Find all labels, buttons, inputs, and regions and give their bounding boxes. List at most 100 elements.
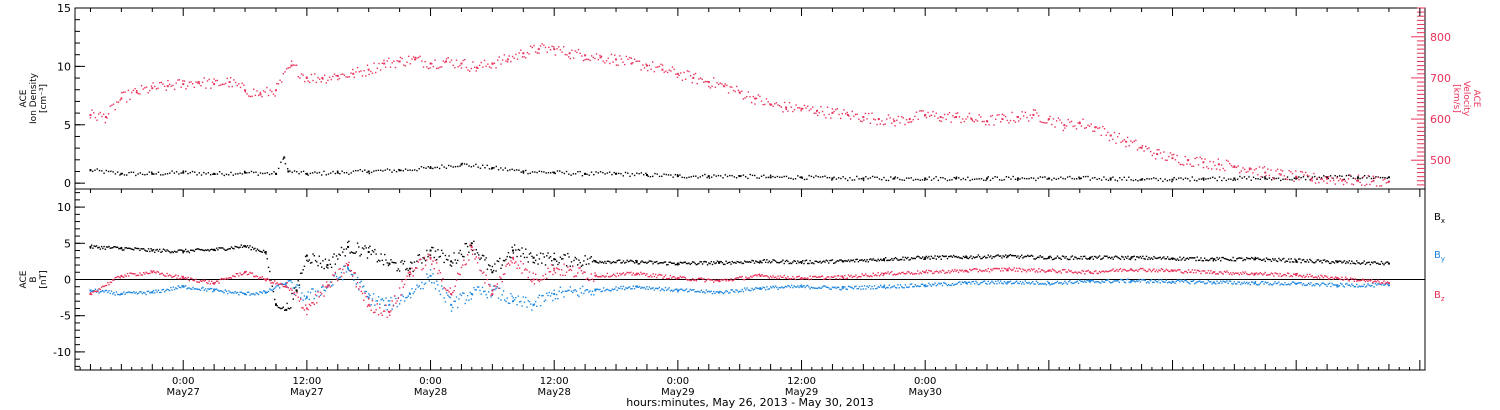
b-component-dot: [664, 286, 667, 289]
density-dot: [901, 179, 903, 181]
b-component-dot: [700, 289, 703, 292]
b-component-dot: [398, 270, 401, 272]
b-component-dot: [688, 290, 690, 293]
b-component-dot: [1365, 285, 1368, 287]
density-dot: [815, 175, 817, 177]
b-component-dot: [823, 260, 825, 262]
b-component-dot: [475, 289, 477, 291]
velocity-dot: [800, 110, 802, 112]
b-component-dot: [1328, 282, 1331, 284]
b-component-dot: [839, 278, 841, 280]
velocity-dot: [1206, 166, 1208, 168]
b-component-dot: [669, 261, 672, 263]
b-component-dot: [750, 289, 752, 292]
b-component-dot: [296, 292, 298, 294]
b-component-dot: [914, 284, 916, 286]
density-dot: [1166, 179, 1169, 182]
b-component-dot: [1139, 267, 1142, 270]
b-component-dot: [422, 257, 424, 259]
velocity-dot: [231, 85, 233, 88]
density-dot: [1119, 177, 1121, 179]
b-component-dot: [633, 288, 636, 290]
density-dot: [155, 173, 157, 175]
b-component-dot: [386, 316, 388, 319]
b-component-dot: [156, 270, 158, 273]
velocity-dot: [365, 75, 367, 77]
velocity-dot: [429, 67, 431, 69]
b-component-dot: [427, 253, 429, 255]
b-component-dot: [1289, 261, 1291, 263]
b-component-dot: [1384, 282, 1386, 285]
b-component-dot: [573, 289, 575, 292]
b-component-dot: [1372, 281, 1374, 284]
density-dot: [1282, 178, 1284, 180]
b-component-dot: [772, 259, 774, 261]
density-dot: [1216, 179, 1218, 182]
b-component-dot: [1027, 282, 1029, 284]
b-component-dot: [699, 291, 701, 293]
b-component-dot: [368, 293, 370, 295]
density-dot: [794, 178, 797, 180]
density-dot: [1275, 177, 1277, 180]
b-component-point: [553, 292, 556, 295]
b-component-dot: [1382, 262, 1384, 265]
b-component-dot: [978, 283, 981, 285]
density-dot: [330, 172, 332, 174]
b-component-dot: [554, 272, 557, 274]
b-component-dot: [990, 268, 992, 271]
b-component-dot: [872, 288, 874, 290]
b-component-dot: [479, 258, 481, 261]
density-point: [1016, 177, 1019, 180]
right-axis-label-line: Velocity: [1461, 81, 1471, 117]
b-component-dot: [1338, 285, 1341, 287]
b-component-dot: [769, 262, 772, 264]
b-component-dot: [309, 262, 312, 264]
b-component-dot: [131, 273, 134, 275]
b-component-dot: [1048, 269, 1050, 271]
velocity-dot: [1346, 181, 1348, 184]
b-component-dot: [120, 246, 123, 249]
b-component-dot: [1321, 262, 1323, 264]
b-component-dot: [160, 273, 162, 275]
b-component-dot: [511, 246, 513, 248]
b-component-dot: [909, 273, 912, 275]
b-component-dot: [897, 284, 899, 286]
b-component-dot: [1166, 256, 1169, 258]
velocity-dot: [317, 76, 319, 79]
velocity-dot: [1301, 171, 1304, 173]
b-component-dot: [188, 279, 191, 282]
b-component-dot: [732, 290, 735, 293]
velocity-dot: [107, 113, 110, 115]
b-component-dot: [1158, 257, 1160, 259]
b-component-dot: [668, 277, 670, 280]
b-component-dot: [542, 294, 544, 297]
b-component-dot: [337, 258, 339, 260]
density-dot: [291, 171, 293, 174]
b-component-dot: [349, 269, 351, 272]
b-component-dot: [1352, 277, 1354, 280]
b-component-dot: [1368, 279, 1370, 281]
b-component-dot: [959, 281, 961, 283]
b-component-dot: [797, 260, 799, 262]
velocity-dot: [129, 98, 131, 101]
b-component-dot: [820, 275, 823, 278]
b-component-dot: [642, 272, 644, 275]
b-component-dot: [730, 289, 732, 291]
b-component-dot: [513, 262, 516, 264]
b-component-dot: [966, 257, 968, 259]
density-dot: [1057, 177, 1060, 180]
velocity-dot: [144, 87, 146, 89]
b-component-dot: [689, 288, 691, 291]
velocity-dot: [925, 116, 928, 119]
b-component-dot: [152, 290, 155, 292]
b-component-dot: [1199, 270, 1201, 273]
velocity-dot: [871, 112, 873, 114]
b-component-dot: [689, 279, 691, 282]
b-component-dot: [286, 281, 288, 284]
b-component-dot: [790, 284, 793, 287]
density-dot: [1112, 176, 1114, 178]
density-dot: [359, 169, 361, 171]
velocity-dot: [163, 85, 166, 88]
b-component-dot: [1097, 256, 1100, 258]
density-dot: [1243, 176, 1246, 178]
